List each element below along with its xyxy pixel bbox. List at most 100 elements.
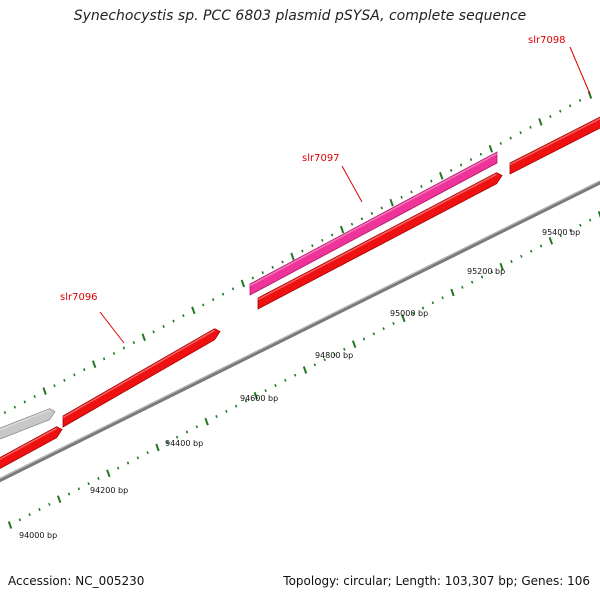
minor-tick — [588, 218, 592, 222]
gene-label-slr7097[interactable]: slr7097 — [302, 153, 340, 164]
bp-label: 94200 bp — [90, 486, 128, 495]
minor-tick — [330, 233, 334, 237]
minor-tick — [211, 298, 215, 302]
minor-tick — [579, 223, 582, 227]
minor-tick — [77, 487, 81, 491]
minor-tick — [480, 275, 484, 279]
bp-scale-labels: 94000 bp 94200 bp 94400 bp 94600 bp 9480… — [19, 228, 580, 540]
major-tick — [450, 288, 455, 297]
minor-tick — [529, 125, 532, 129]
minor-tick — [362, 337, 366, 341]
minor-tick — [132, 341, 136, 345]
major-tick — [339, 225, 345, 234]
minor-tick — [461, 285, 464, 289]
minor-tick — [421, 306, 425, 310]
minor-tick — [152, 330, 155, 334]
gene-arrow-inner-mid[interactable] — [257, 172, 503, 310]
gene-arrow-slr7098[interactable] — [509, 112, 600, 175]
minor-tick — [539, 244, 543, 248]
minor-tick — [559, 234, 562, 238]
minor-tick — [549, 115, 552, 118]
minor-tick — [126, 461, 130, 465]
minor-tick — [529, 249, 533, 253]
gene-arrow-highlight — [62, 329, 216, 419]
major-tick — [597, 211, 600, 219]
minor-tick — [499, 142, 502, 145]
minor-tick — [470, 280, 474, 284]
accession-text: Accession: NC_005230 — [8, 574, 145, 588]
minor-tick — [87, 482, 90, 486]
major-tick — [56, 495, 62, 504]
minor-tick — [215, 415, 218, 418]
minor-tick — [430, 179, 433, 183]
map-title: Synechocystis sp. PCC 6803 plasmid pSYSA… — [73, 8, 527, 24]
minor-tick — [112, 351, 116, 355]
gene-callout-line — [569, 46, 591, 95]
minor-tick — [343, 347, 346, 351]
minor-tick — [519, 131, 522, 135]
minor-tick — [244, 399, 248, 403]
major-tick — [401, 314, 406, 323]
minor-tick — [323, 358, 326, 362]
gene-arrow-highlight — [249, 152, 498, 287]
major-tick — [488, 144, 494, 153]
minor-tick — [459, 163, 463, 167]
minor-tick — [271, 265, 274, 269]
major-tick — [7, 521, 13, 529]
bp-label: 94800 bp — [315, 351, 353, 360]
minor-tick — [251, 276, 255, 280]
gene-label-slr7096[interactable]: slr7096 — [60, 292, 98, 303]
minor-tick — [313, 363, 317, 367]
minor-tick — [274, 384, 277, 387]
minor-tick — [38, 508, 41, 511]
major-tick — [389, 198, 394, 207]
minor-tick — [469, 158, 473, 162]
minor-tick — [410, 190, 413, 194]
minor-tick — [182, 314, 185, 318]
major-tick — [538, 118, 543, 126]
minor-tick — [568, 104, 572, 108]
bp-label: 94000 bp — [19, 531, 57, 540]
minor-tick — [166, 440, 169, 444]
minor-tick — [578, 98, 582, 102]
minor-tick — [146, 451, 149, 455]
minor-tick — [13, 405, 17, 409]
minor-tick — [162, 325, 165, 328]
major-tick — [204, 417, 209, 426]
minor-tick — [3, 411, 7, 415]
minor-tick — [83, 368, 86, 372]
minor-tick — [73, 373, 76, 377]
minor-tick — [185, 430, 189, 434]
gene-arrow-inner-left[interactable] — [0, 426, 63, 474]
major-tick — [302, 366, 308, 374]
minor-tick — [333, 353, 336, 356]
minor-tick — [28, 513, 31, 517]
minor-tick — [350, 222, 354, 226]
minor-tick — [559, 109, 562, 113]
minor-tick — [293, 373, 297, 377]
bp-label: 94400 bp — [165, 439, 203, 448]
minor-tick — [431, 301, 435, 305]
minor-tick — [281, 260, 284, 264]
minor-tick — [264, 389, 267, 393]
minor-tick — [225, 409, 228, 413]
minor-tick — [53, 384, 56, 388]
minor-tick — [479, 152, 483, 156]
minor-tick — [284, 378, 287, 382]
major-tick — [499, 262, 504, 271]
gene-arrow-slr7097[interactable] — [249, 151, 498, 296]
gene-label-slr7098[interactable]: slr7098 — [528, 35, 566, 46]
minor-tick — [33, 395, 36, 398]
minor-tick — [520, 254, 523, 258]
minor-tick — [48, 502, 51, 506]
minor-tick — [97, 477, 100, 480]
major-tick — [351, 340, 357, 349]
minor-tick — [400, 195, 403, 199]
gene-arrow-slr7096[interactable] — [62, 328, 221, 428]
gene-arrow-grey[interactable] — [0, 408, 56, 443]
summary-text: Topology: circular; Length: 103,307 bp; … — [283, 574, 590, 588]
major-tick — [42, 387, 47, 395]
gene-arrow-highlight — [0, 427, 57, 460]
minor-tick — [195, 425, 199, 429]
